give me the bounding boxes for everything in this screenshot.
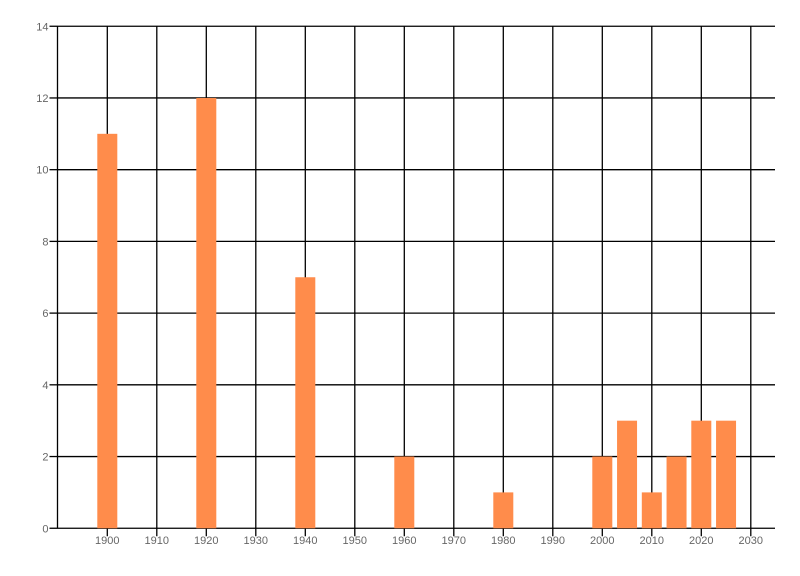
svg-text:1980: 1980 bbox=[491, 535, 515, 547]
svg-text:6: 6 bbox=[42, 308, 48, 320]
svg-text:8: 8 bbox=[42, 236, 48, 248]
svg-text:1990: 1990 bbox=[541, 535, 565, 547]
svg-text:14: 14 bbox=[36, 21, 48, 33]
svg-text:1930: 1930 bbox=[244, 535, 268, 547]
svg-text:2000: 2000 bbox=[590, 535, 614, 547]
svg-text:1970: 1970 bbox=[442, 535, 466, 547]
svg-text:1960: 1960 bbox=[392, 535, 416, 547]
svg-text:0: 0 bbox=[42, 523, 48, 535]
svg-text:2: 2 bbox=[42, 452, 48, 464]
svg-text:1920: 1920 bbox=[194, 535, 218, 547]
svg-text:4: 4 bbox=[42, 380, 48, 392]
svg-text:2030: 2030 bbox=[739, 535, 763, 547]
svg-text:2010: 2010 bbox=[640, 535, 664, 547]
svg-text:1940: 1940 bbox=[293, 535, 317, 547]
svg-text:12: 12 bbox=[36, 93, 48, 105]
svg-text:2020: 2020 bbox=[689, 535, 713, 547]
svg-text:10: 10 bbox=[36, 165, 48, 177]
svg-text:1910: 1910 bbox=[145, 535, 169, 547]
svg-text:1950: 1950 bbox=[343, 535, 367, 547]
svg-text:1900: 1900 bbox=[95, 535, 119, 547]
